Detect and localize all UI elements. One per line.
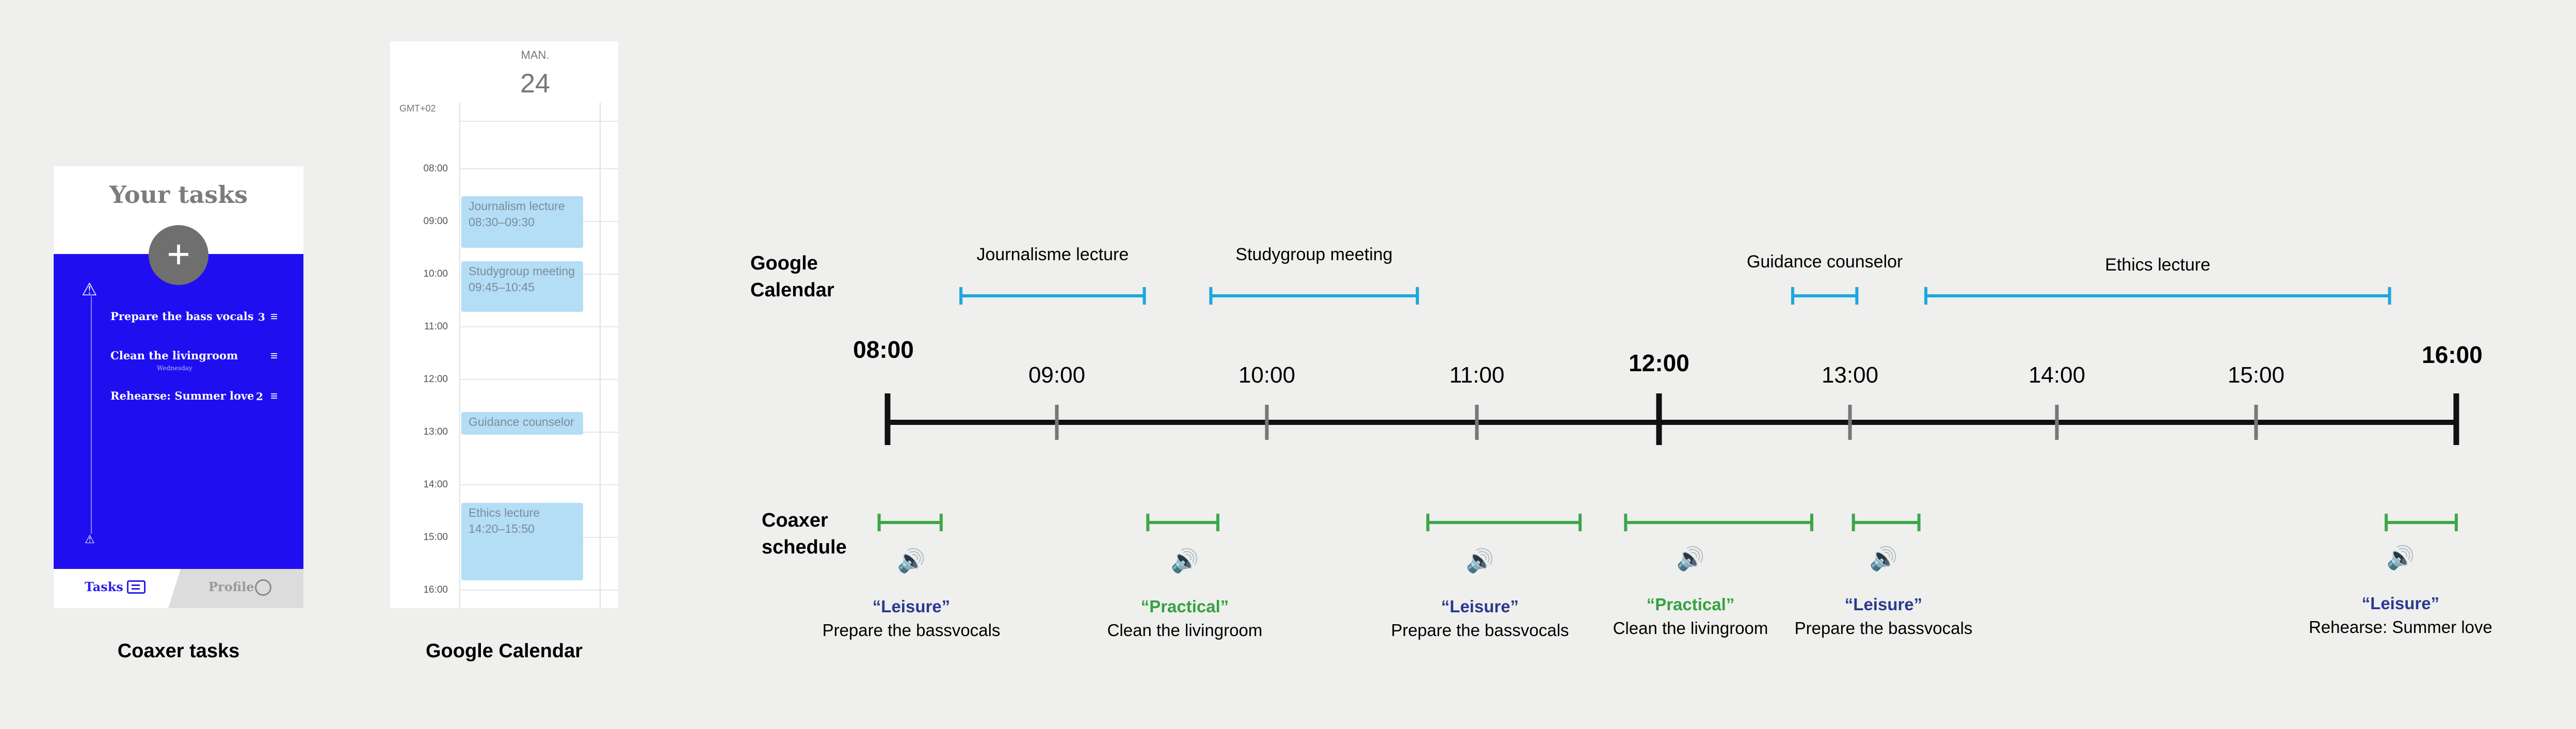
calendar-event[interactable]: Guidance counselor [461,412,583,435]
task-item-count: 3 [258,311,265,323]
warning-icon: ⚠ [82,280,98,299]
speaker-icon: 🔊 [1676,546,1705,572]
calendar-hour-label: 11:00 [424,321,448,332]
task-timeline-line [91,296,92,534]
tick-label: 15:00 [2227,362,2285,388]
schedule-activity: Clean the livingroom [1613,619,1768,638]
phone-title: Your tasks [109,181,248,209]
menu-icon[interactable]: ≡ [270,349,278,363]
speaker-icon: 🔊 [897,548,926,574]
schedule-activity: Prepare the bassvocals [822,621,1001,640]
menu-icon[interactable]: ≡ [270,389,278,403]
row-label-line: schedule [762,536,847,558]
google-event-label: Journalisme lecture [976,245,1129,264]
calendar-event-title: Ethics lecture [469,506,540,519]
menu-icon[interactable]: ≡ [270,310,278,324]
schedule-category: “Leisure” [872,597,951,616]
calendar-time-gutter-line [459,102,460,608]
schedule-activity: Prepare the bassvocals [1391,621,1569,640]
nav-tab-tasks[interactable]: Tasks [85,579,123,594]
speaker-icon: 🔊 [2386,545,2415,570]
task-item-subtitle: Wednesday [157,364,192,372]
speaker-icon: 🔊 [1466,548,1494,574]
schedule-category: “Leisure” [1441,597,1519,616]
google-event-label: Studygroup meeting [1235,245,1393,264]
google-calendar-row-label: Google Calendar [750,250,834,304]
add-task-button[interactable]: + [149,225,208,285]
calendar-hour-label: 10:00 [423,268,448,279]
calendar-hour-line [459,168,618,169]
list-icon[interactable] [127,580,146,594]
calendar-event-title: Studygroup meeting [469,264,575,278]
calendar-caption: Google Calendar [425,640,583,662]
task-item-label[interactable]: Prepare the bass vocals [110,310,254,323]
speaker-icon: 🔊 [1170,548,1199,574]
schedule-activity: Prepare the bassvocals [1794,619,1973,638]
row-label-line: Coaxer [762,510,828,531]
calendar-hour-label: 14:00 [423,479,448,490]
row-label-line: Google [750,252,818,274]
google-calendar-mockup: MAN. 24 GMT+02 08:00 09:00 10:00 11:00 12:00… [390,41,618,608]
calendar-date: 24 [520,69,550,99]
tick-label: 16:00 [2422,341,2483,368]
calendar-event-title: Journalism lecture [469,199,565,213]
schedule-activity: Clean the livingroom [1107,621,1263,640]
row-label-line: Calendar [750,279,834,301]
user-icon[interactable] [255,579,271,596]
calendar-hour-line [459,484,618,485]
schedule-activity: Rehearse: Summer love [2309,617,2492,637]
calendar-event-time: 09:45–10:45 [469,280,535,294]
tick-label: 09:00 [1028,362,1086,388]
task-item-label[interactable]: Rehearse: Summer love [110,389,254,402]
task-panel [54,239,303,569]
schedule-category: “Leisure” [2361,594,2440,613]
calendar-hour-label: 13:00 [423,426,448,437]
calendar-hour-label: 16:00 [423,584,448,595]
calendar-event-time: 14:20–15:50 [469,522,535,535]
calendar-event-title: Guidance counselor [469,415,574,429]
calendar-timezone: GMT+02 [399,103,436,114]
calendar-day-label: MAN. [521,49,550,61]
calendar-hour-label: 08:00 [423,163,448,174]
speaker-icon: 🔊 [1869,546,1898,572]
tick-label: 12:00 [1629,350,1689,376]
calendar-event-time: 08:30–09:30 [469,215,535,229]
nav-tab-profile[interactable]: Profile [208,579,254,594]
calendar-hour-line [459,379,618,380]
tick-label: 08:00 [853,336,914,363]
nav-profile-tab-bg [168,569,303,608]
task-item-label[interactable]: Clean the livingroom [110,349,238,362]
coaxer-schedule-row-label: Coaxer schedule [762,507,847,561]
task-item-count: 2 [256,390,263,403]
calendar-day-column-line [600,102,601,608]
calendar-event[interactable]: Ethics lecture 14:20–15:50 [461,503,583,580]
google-event-label: Ethics lecture [2105,255,2211,275]
calendar-header-divider [459,121,618,122]
phone-caption: Coaxer tasks [117,640,240,662]
calendar-hour-label: 09:00 [423,216,448,227]
calendar-event[interactable]: Journalism lecture 08:30–09:30 [461,196,583,248]
tick-label: 10:00 [1238,362,1296,388]
google-event-label: Guidance counselor [1746,252,1903,272]
calendar-hour-label: 12:00 [423,374,448,385]
tick-label: 11:00 [1449,362,1505,388]
calendar-hour-label: 15:00 [423,532,448,543]
schedule-category: “Practical” [1140,597,1229,616]
tick-label: 13:00 [1821,362,1879,388]
warning-icon: ⚠ [85,533,95,546]
calendar-hour-line [459,326,618,327]
tick-label: 14:00 [2028,362,2086,388]
schedule-category: “Practical” [1646,595,1735,614]
calendar-hour-line [459,590,618,591]
schedule-category: “Leisure” [1844,595,1923,614]
coaxer-phone-mockup: Your tasks + ⚠ ⚠ Prepare the bass vocals… [54,166,303,608]
calendar-event[interactable]: Studygroup meeting 09:45–10:45 [461,261,583,312]
